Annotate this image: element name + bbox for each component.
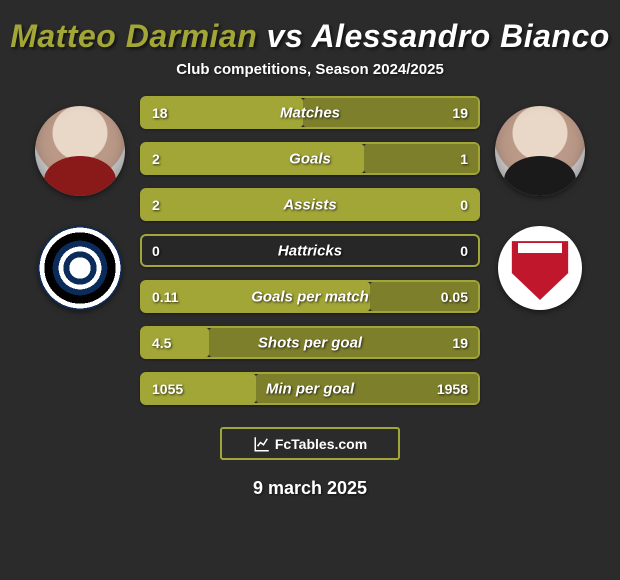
date: 9 march 2025	[0, 478, 620, 499]
stat-value-left: 1055	[152, 381, 183, 397]
stat-label: Goals	[289, 150, 331, 167]
stat-row: 18 19 Matches	[140, 96, 480, 129]
stat-label: Shots per goal	[258, 334, 362, 351]
stat-row: 0.11 0.05 Goals per match	[140, 280, 480, 313]
stat-row: 2 1 Goals	[140, 142, 480, 175]
stat-value-right: 19	[452, 335, 468, 351]
player1-avatar	[35, 106, 125, 196]
stat-value-left: 2	[152, 151, 160, 167]
title-player1: Matteo Darmian	[10, 18, 257, 54]
player2-club-badge	[498, 226, 582, 310]
subtitle: Club competitions, Season 2024/2025	[0, 61, 620, 78]
stat-label: Assists	[283, 196, 336, 213]
stat-row: 2 0 Assists	[140, 188, 480, 221]
right-side	[490, 96, 590, 310]
player2-avatar	[495, 106, 585, 196]
stat-value-left: 0	[152, 243, 160, 259]
stat-row: 4.5 19 Shots per goal	[140, 326, 480, 359]
stat-value-left: 4.5	[152, 335, 171, 351]
comparison-card: Matteo Darmian vs Alessandro Bianco Club…	[0, 0, 620, 580]
stats-list: 18 19 Matches 2 1 Goals 2 0 Assists 0 0 Hattricks 0.…	[140, 96, 480, 405]
stat-value-right: 0	[460, 243, 468, 259]
chart-icon	[253, 435, 271, 453]
stat-value-left: 18	[152, 105, 168, 121]
stat-row: 1055 1958 Min per goal	[140, 372, 480, 405]
source-text: FcTables.com	[275, 436, 367, 452]
stat-value-left: 0.11	[152, 289, 178, 305]
stat-value-right: 0	[460, 197, 468, 213]
stat-label: Min per goal	[266, 380, 354, 397]
stat-value-right: 0.05	[441, 289, 468, 305]
stat-row: 0 0 Hattricks	[140, 234, 480, 267]
stat-value-right: 19	[452, 105, 468, 121]
title-player2: Alessandro Bianco	[311, 18, 609, 54]
stat-label: Matches	[280, 104, 340, 121]
source-badge: FcTables.com	[220, 427, 400, 460]
title: Matteo Darmian vs Alessandro Bianco	[0, 18, 620, 55]
player1-club-badge	[38, 226, 122, 310]
stat-value-left: 2	[152, 197, 160, 213]
stat-label: Hattricks	[278, 242, 342, 259]
main-area: 18 19 Matches 2 1 Goals 2 0 Assists 0 0 Hattricks 0.…	[0, 96, 620, 405]
left-side	[30, 96, 130, 310]
stat-value-right: 1	[460, 151, 468, 167]
title-vs: vs	[267, 18, 304, 54]
stat-label: Goals per match	[251, 288, 369, 305]
stat-value-right: 1958	[437, 381, 468, 397]
